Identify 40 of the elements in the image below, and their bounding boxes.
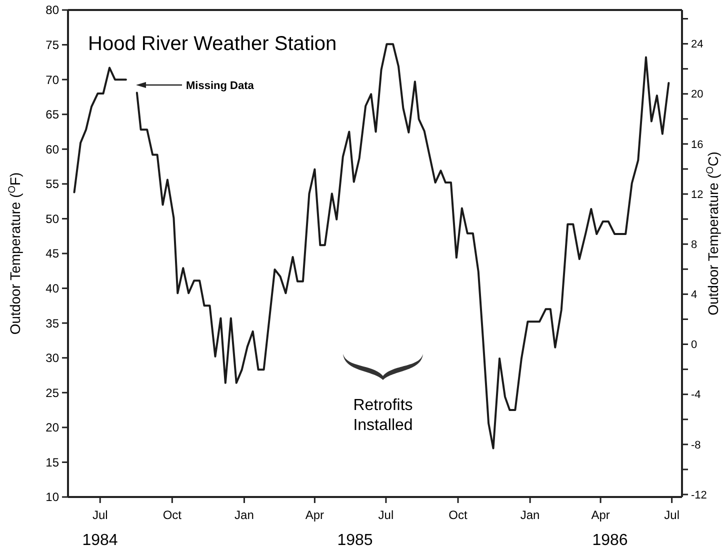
y-tick-label: 50 [46, 212, 60, 226]
x-tick-label: Apr [591, 508, 610, 522]
y2-tick-label: -4 [691, 389, 701, 402]
y2-tick-label: 20 [691, 88, 704, 101]
text: Hood River Weather Station [88, 33, 337, 55]
y-tick-label: 20 [46, 420, 60, 435]
y2-tick-label: -12 [691, 489, 707, 502]
y2-tick-label: 16 [691, 138, 704, 151]
x-tick-label: Oct [448, 508, 468, 522]
y2-tick-label: 0 [691, 339, 698, 352]
y2-tick-label: 24 [691, 38, 704, 51]
y2-tick-label: -8 [691, 439, 701, 452]
y-tick-label: 45 [46, 246, 60, 261]
y2-tick-label: 8 [691, 238, 698, 251]
y-tick-label: 40 [46, 281, 60, 296]
text: 1985 [337, 532, 373, 549]
x-tick-label: Jul [92, 508, 108, 522]
y-tick-label: 65 [46, 108, 60, 122]
y-tick-label: 60 [46, 142, 60, 156]
x-tick-label: Jul [378, 508, 394, 522]
x-tick-label: Jan [520, 508, 540, 522]
y-tick-label: 25 [46, 386, 60, 400]
y-tick-label: 30 [46, 351, 60, 366]
y-tick-label: 80 [46, 3, 60, 18]
x-tick-label: Apr [305, 508, 324, 522]
x-tick-label: Jan [234, 508, 254, 522]
text: 1984 [82, 532, 118, 549]
y2-tick-label: 4 [691, 289, 698, 302]
y-tick-label: 15 [46, 455, 60, 470]
y-tick-label: 70 [46, 72, 60, 87]
y-tick-label: 35 [46, 316, 60, 330]
annotation: Retrofits Installed [353, 397, 413, 434]
annotation: Missing Data [186, 80, 255, 92]
y2-tick-label: 12 [691, 188, 704, 201]
y-tick-label: 75 [46, 38, 60, 52]
text: 1986 [592, 532, 628, 549]
y-tick-label: 10 [46, 490, 60, 504]
y-tick-label: 55 [46, 177, 60, 192]
x-tick-label: Jul [664, 508, 680, 522]
x-tick-label: Oct [162, 508, 182, 522]
